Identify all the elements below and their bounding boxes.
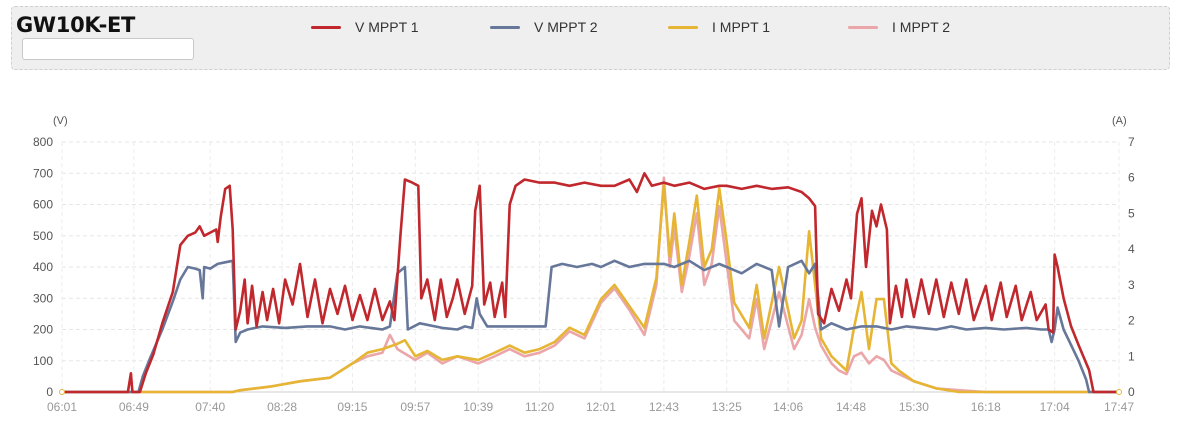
header-panel [11,6,1170,70]
y-left-unit-label: (V) [53,115,68,127]
legend-item-v-mppt-2[interactable]: V MPPT 2 [490,19,598,35]
x-tick-label: 13:25 [712,400,742,414]
x-tick-label: 17:04 [1040,400,1070,414]
y-left-tick-label: 700 [33,166,53,180]
x-tick-label: 14:48 [836,400,866,414]
x-tick-label: 08:28 [267,400,297,414]
x-tick-label: 06:49 [119,400,149,414]
x-tick-label: 10:39 [463,400,493,414]
legend-swatch-i-mppt-2 [848,25,878,29]
x-tick-label: 17:47 [1104,400,1134,414]
legend-label-v-mppt-1: V MPPT 1 [355,19,419,35]
y-right-tick-label: 3 [1128,278,1135,292]
y-left-tick-label: 100 [33,354,53,368]
legend-item-v-mppt-1[interactable]: V MPPT 1 [311,19,419,35]
legend-swatch-v-mppt-1 [311,25,341,29]
x-tick-label: 11:20 [525,400,554,414]
y-right-tick-label: 7 [1128,135,1135,149]
y-left-tick-label: 200 [33,323,53,337]
x-tick-label: 12:01 [586,400,616,414]
y-left-tick-label: 300 [33,291,53,305]
legend-swatch-i-mppt-1 [668,25,698,29]
legend-label-v-mppt-2: V MPPT 2 [534,19,598,35]
series-end-point [1116,389,1122,395]
series-start-point [59,389,65,395]
x-tick-label: 15:30 [899,400,929,414]
x-tick-label: 14:06 [773,400,803,414]
y-left-tick-label: 400 [33,260,53,274]
y-right-tick-label: 0 [1128,385,1135,399]
x-tick-label: 09:57 [400,400,430,414]
x-tick-label: 06:01 [47,400,77,414]
x-tick-label: 16:18 [971,400,1001,414]
x-tick-label: 09:15 [337,400,367,414]
y-left-tick-label: 500 [33,229,53,243]
legend-label-i-mppt-1: I MPPT 1 [712,19,771,35]
series-line-v-mppt-1 [60,172,1121,394]
legend-swatch-v-mppt-2 [490,25,520,29]
legend-item-i-mppt-2[interactable]: I MPPT 2 [848,19,950,35]
page-title: GW10K-ET [16,13,136,37]
y-right-tick-label: 6 [1128,171,1135,185]
series-line-v-mppt-2 [60,259,1121,394]
y-left-tick-label: 0 [46,385,53,399]
y-right-tick-label: 1 [1128,349,1135,363]
x-tick-label: 12:43 [649,400,679,414]
series-line-i-mppt-2 [60,176,1121,394]
legend-item-i-mppt-1[interactable]: I MPPT 1 [668,19,770,35]
y-right-unit-label: (A) [1112,115,1127,127]
chart-legend: V MPPT 1 V MPPT 2 I MPPT 1 I MPPT 2 [0,19,1183,39]
y-left-tick-label: 800 [33,135,53,149]
y-right-tick-label: 4 [1128,242,1135,256]
legend-label-i-mppt-2: I MPPT 2 [892,19,951,35]
y-left-tick-label: 600 [33,198,53,212]
y-right-tick-label: 2 [1128,314,1135,328]
x-tick-label: 07:40 [195,400,225,414]
y-right-tick-label: 5 [1128,206,1135,220]
date-input[interactable] [22,38,194,60]
